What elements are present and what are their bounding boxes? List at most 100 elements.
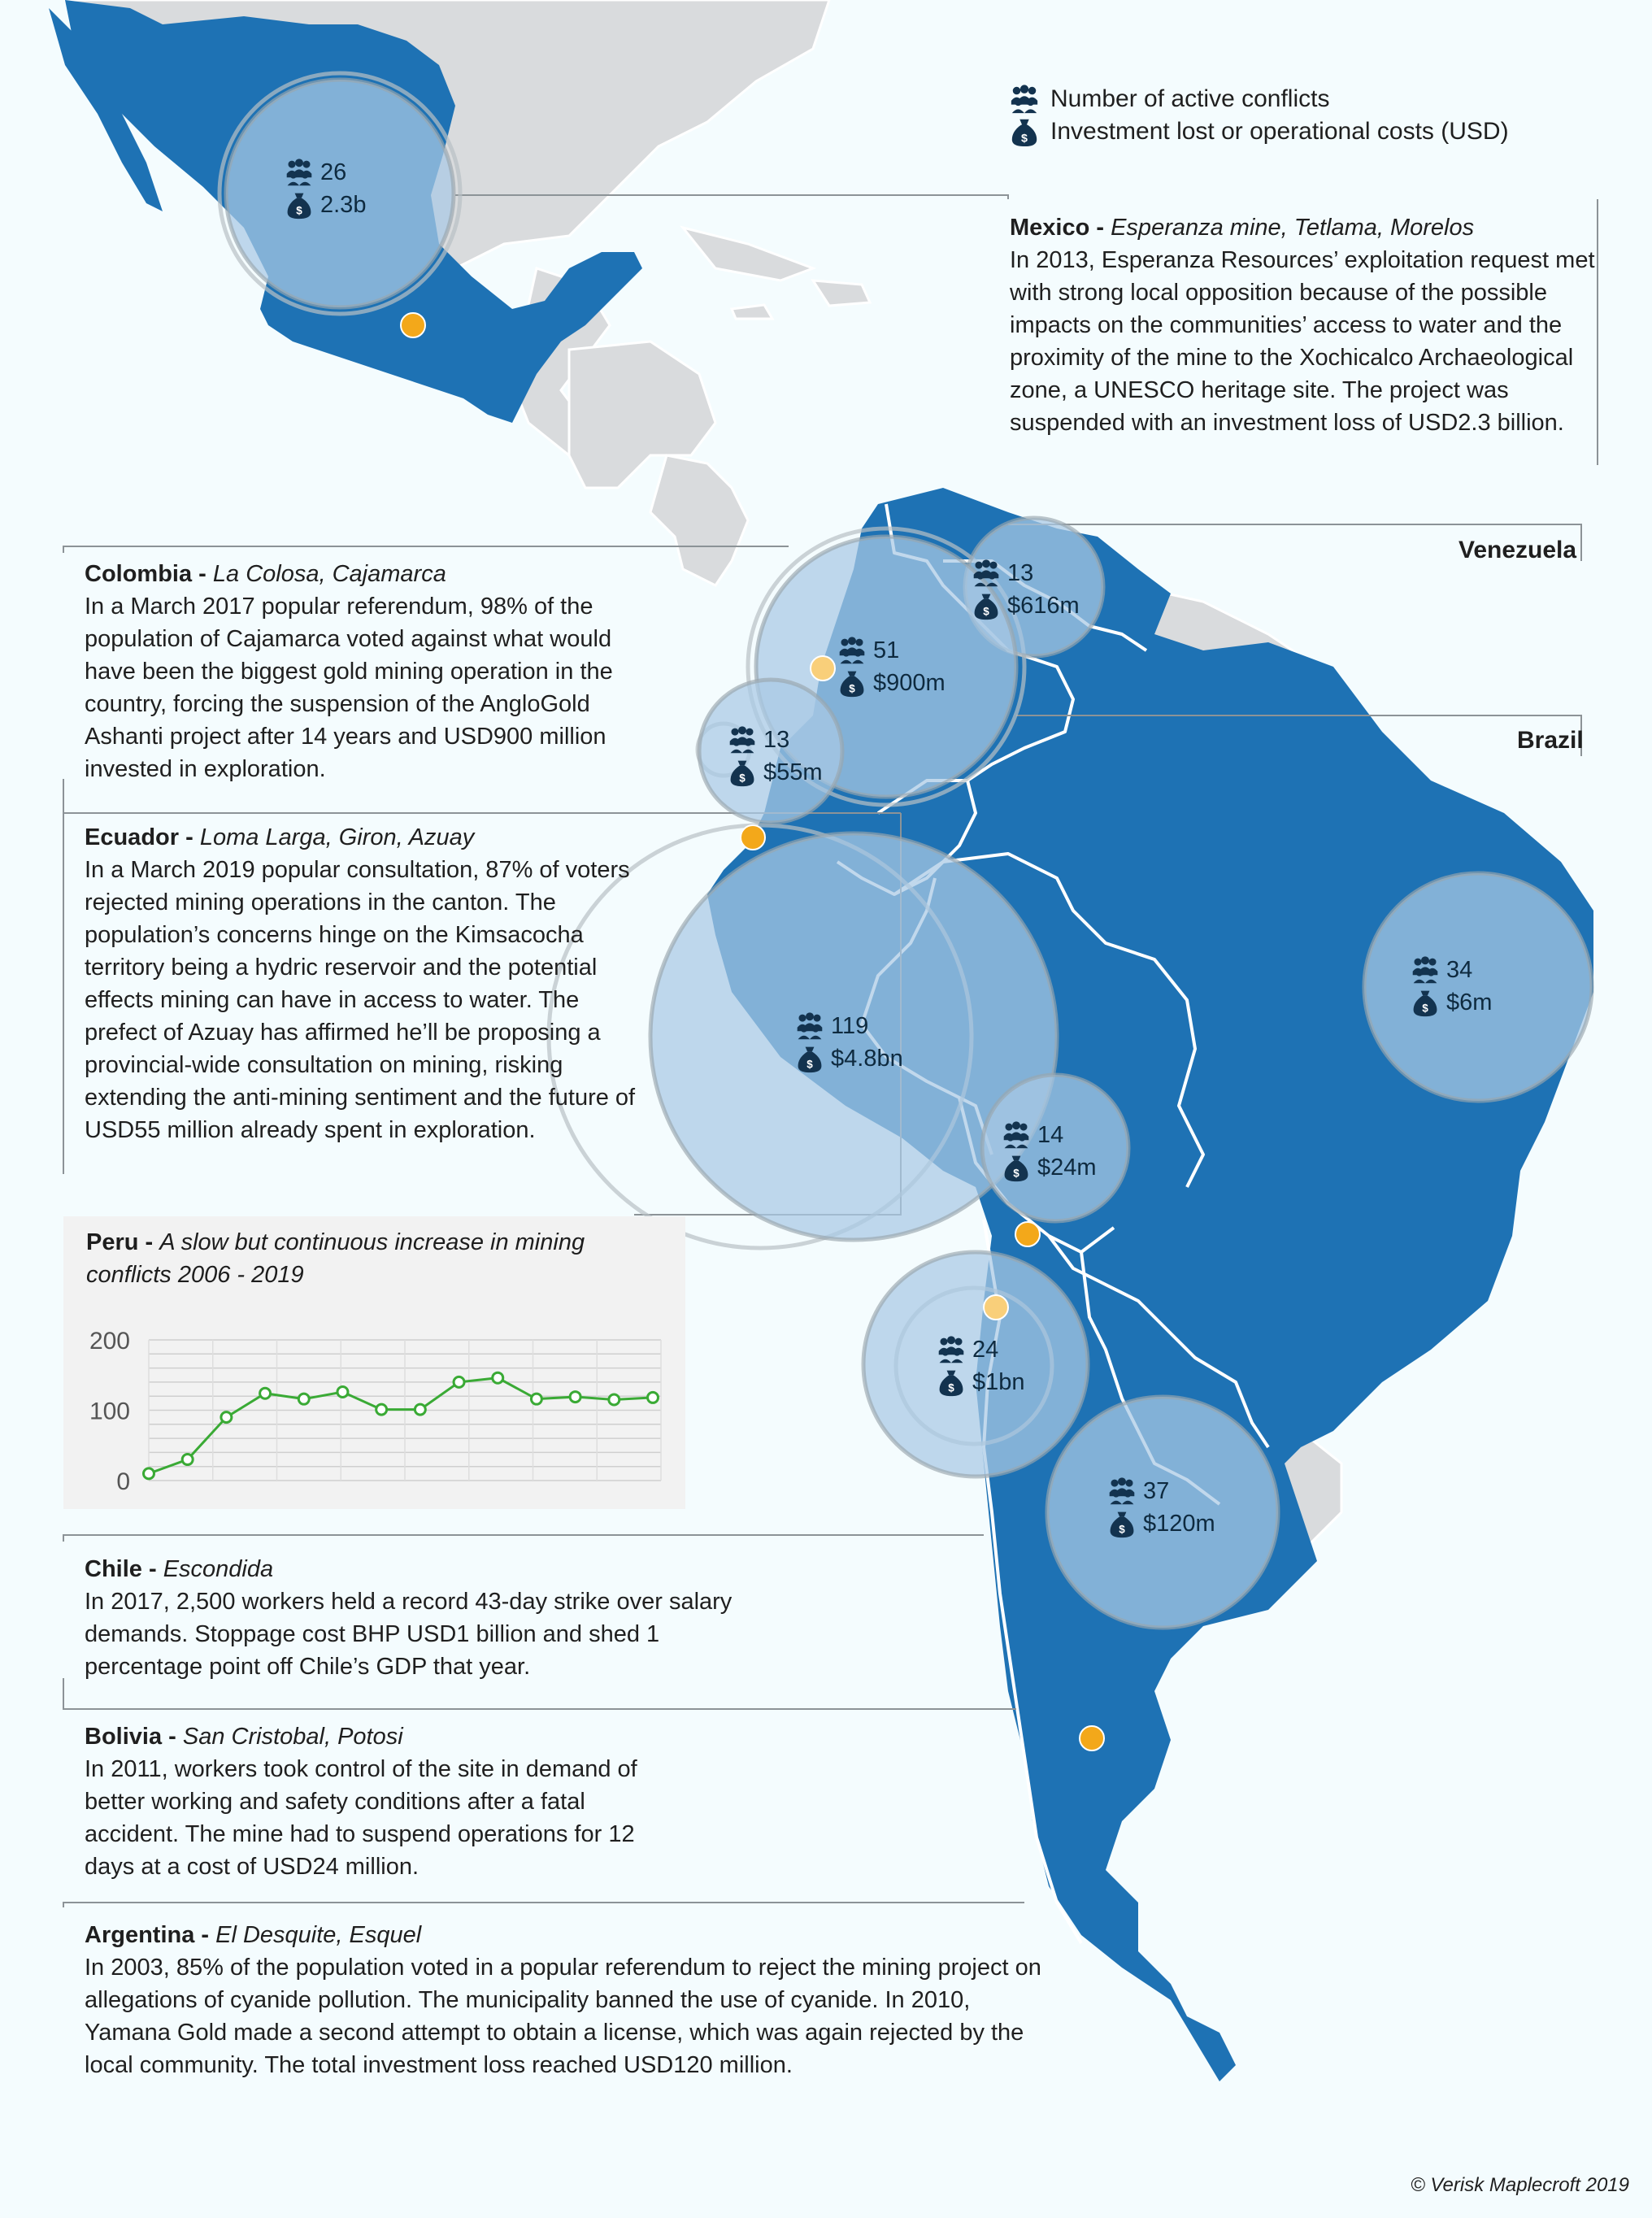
- bubble-peru: [648, 831, 1059, 1242]
- people-group-icon: [937, 1335, 966, 1364]
- box-site: La Colosa, Cajamarca: [212, 561, 446, 587]
- data-point: [142, 1467, 155, 1481]
- leader-lines: [63, 194, 1598, 1907]
- data-point: [607, 1393, 621, 1407]
- data-point: [259, 1386, 272, 1400]
- cost-value: $120m: [1143, 1511, 1215, 1537]
- chart-subtitle: A slow but continuous increase in mining…: [86, 1229, 585, 1288]
- bubble-ecuador: [697, 677, 845, 825]
- conflict-count: 24: [972, 1337, 999, 1363]
- people-group-icon: [728, 725, 757, 755]
- people-group-icon: [972, 559, 1001, 588]
- cost-value: $6m: [1446, 989, 1493, 1015]
- info-box-argentina: Argentina - El Desquite, Esquel In 2003,…: [85, 1919, 1060, 2081]
- info-box-chile: Chile - Escondida In 2017, 2,500 workers…: [85, 1553, 735, 1683]
- data-point: [297, 1392, 311, 1406]
- peru-line-chart: 200 100 0: [89, 1328, 662, 1495]
- money-bag-icon: [795, 1044, 824, 1073]
- info-box-colombia: Colombia - La Colosa, Cajamarca In a Mar…: [85, 558, 654, 785]
- bubble-label-colombia: 51 $900m: [837, 634, 946, 699]
- conflict-bubbles: [224, 77, 1594, 1630]
- people-group-icon: [1002, 1120, 1031, 1150]
- peru-chart-panel: Peru - A slow but continuous increase in…: [63, 1216, 685, 1509]
- country-tag-brazil: Brazil: [1517, 727, 1584, 754]
- bubble-brazil: [1362, 871, 1594, 1103]
- conflict-count: 13: [1007, 560, 1034, 586]
- legend-cost-label: Investment lost or operational costs (US…: [1050, 118, 1509, 145]
- mine-dot: [983, 1294, 1009, 1320]
- data-point: [375, 1403, 389, 1416]
- bubble-label-argentina: 37 $120m: [1107, 1475, 1215, 1540]
- bubble-label-bolivia: 14 $24m: [1002, 1119, 1097, 1184]
- money-bag-icon: [1002, 1153, 1031, 1182]
- data-point: [452, 1375, 466, 1389]
- y-tick-label: 100: [89, 1398, 130, 1425]
- data-point: [529, 1392, 543, 1406]
- bubble-label-chile: 24 $1bn: [937, 1333, 1025, 1398]
- box-country: Colombia -: [85, 561, 206, 587]
- data-point: [336, 1385, 350, 1399]
- cost-value: $55m: [763, 759, 823, 785]
- people-group-icon: [1008, 84, 1041, 115]
- data-point: [646, 1390, 659, 1404]
- people-group-icon: [1411, 955, 1440, 985]
- money-bag-icon: [837, 668, 867, 698]
- info-box-ecuador: Ecuador - Loma Larga, Giron, Azuay In a …: [85, 821, 654, 1146]
- box-country: Chile -: [85, 1556, 157, 1582]
- box-text: In 2013, Esperanza Resources’ exploitati…: [1010, 247, 1595, 436]
- bubble-chile: [861, 1250, 1090, 1479]
- mine-dot: [810, 655, 836, 681]
- bubble-label-mexico: 26 2.3b: [285, 156, 366, 221]
- data-point: [180, 1453, 194, 1467]
- box-country: Ecuador -: [85, 824, 193, 850]
- cost-value: $616m: [1007, 593, 1080, 619]
- money-bag-icon: [285, 190, 314, 220]
- people-group-icon: [285, 158, 314, 187]
- conflict-count: 37: [1143, 1478, 1170, 1504]
- people-group-icon: [795, 1011, 824, 1041]
- box-text: In 2003, 85% of the population voted in …: [85, 1955, 1041, 2078]
- y-tick-label: 0: [116, 1468, 130, 1495]
- bubble-label-peru: 119 $4.8bn: [795, 1010, 903, 1075]
- conflict-count: 119: [831, 1013, 869, 1039]
- y-tick-label: 200: [89, 1328, 130, 1355]
- box-country: Mexico -: [1010, 215, 1105, 241]
- people-group-icon: [837, 636, 867, 665]
- conflict-count: 34: [1446, 957, 1473, 983]
- box-site: Loma Larga, Giron, Azuay: [199, 824, 475, 850]
- info-box-bolivia: Bolivia - San Cristobal, Potosi In 2011,…: [85, 1720, 678, 1883]
- money-bag-icon: [728, 758, 757, 787]
- mine-dot: [1015, 1221, 1041, 1247]
- money-bag-icon: [1008, 116, 1041, 147]
- mine-dot: [740, 824, 766, 850]
- legend: Number of active conflicts Investment lo…: [1008, 83, 1509, 148]
- data-point: [413, 1403, 427, 1416]
- box-text: In 2011, workers took control of the sit…: [85, 1756, 637, 1880]
- bubble-mexico: [224, 77, 456, 310]
- cost-value: $900m: [873, 670, 946, 696]
- people-group-icon: [1107, 1476, 1137, 1506]
- money-bag-icon: [1107, 1509, 1137, 1538]
- info-box-mexico: Mexico - Esperanza mine, Tetlama, Morelo…: [1010, 211, 1595, 439]
- cost-value: $24m: [1037, 1155, 1097, 1181]
- mine-dot: [400, 312, 426, 338]
- legend-conflicts: Number of active conflicts: [1008, 83, 1509, 115]
- conflict-count: 51: [873, 637, 900, 663]
- money-bag-icon: [937, 1368, 966, 1397]
- mine-dots: [400, 312, 1105, 1751]
- data-point: [220, 1411, 233, 1424]
- cost-value: $1bn: [972, 1369, 1025, 1395]
- bubble-bolivia: [980, 1072, 1131, 1224]
- chart-country: Peru -: [86, 1229, 154, 1255]
- country-tag-venezuela: Venezuela: [1459, 537, 1577, 563]
- bubble-label-ecuador: 13 $55m: [728, 724, 823, 789]
- conflict-count: 13: [763, 727, 790, 753]
- cost-value: 2.3b: [320, 192, 367, 218]
- box-country: Bolivia -: [85, 1724, 176, 1750]
- box-site: Escondida: [163, 1556, 274, 1582]
- cost-value: $4.8bn: [831, 1046, 903, 1072]
- box-site: Esperanza mine, Tetlama, Morelos: [1111, 215, 1475, 241]
- data-point: [491, 1371, 505, 1385]
- data-point: [568, 1390, 582, 1404]
